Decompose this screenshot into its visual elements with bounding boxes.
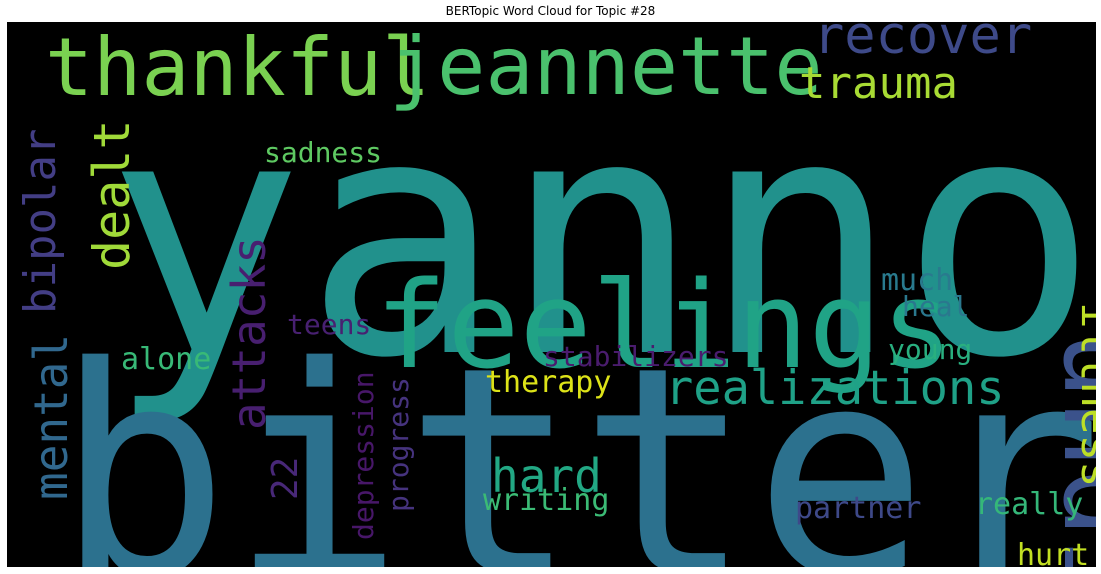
word-depression: depression [347,371,380,540]
word-thankful: thankful [45,22,430,114]
word-stabilizers: stabilizers [543,340,728,373]
word-really: really [975,487,1083,522]
word-progress: progress [382,377,415,512]
word-trauma: trauma [799,58,958,109]
word-mental: mental [24,334,78,500]
word-undid: undid [1037,330,1096,567]
word-sadness: sadness [264,136,382,169]
word-bitter: bitter [55,306,1096,567]
word-heal: heal [902,290,969,323]
word-dealt: dealt [83,119,141,270]
word-young: young [888,333,972,366]
word-feelings: feelings [375,257,953,396]
word-teens: teens [287,308,371,341]
word-hurt: hurt [1017,538,1089,567]
word-illness: illness [1071,302,1096,487]
word-hard: hard [491,449,602,503]
word-therapy: therapy [485,365,611,400]
word-recover: recover [813,22,1032,66]
word-writing: writing [483,483,609,518]
word-alone: alone [121,342,211,377]
word-much: much [881,263,953,298]
word-bipolar: bipolar [15,129,66,314]
word-attacks: attacks [222,236,276,430]
word-realizations: realizations [665,361,1005,416]
word-jeannette: jeannette [389,22,822,113]
chart-title: BERTopic Word Cloud for Topic #28 [445,4,656,18]
word-partner: partner [795,491,921,526]
word-yanno: yanno [105,46,1096,430]
word-cloud-canvas: yanno bitter feelings undid thankful jeannett… [7,22,1096,567]
word-22: 22 [265,457,306,500]
